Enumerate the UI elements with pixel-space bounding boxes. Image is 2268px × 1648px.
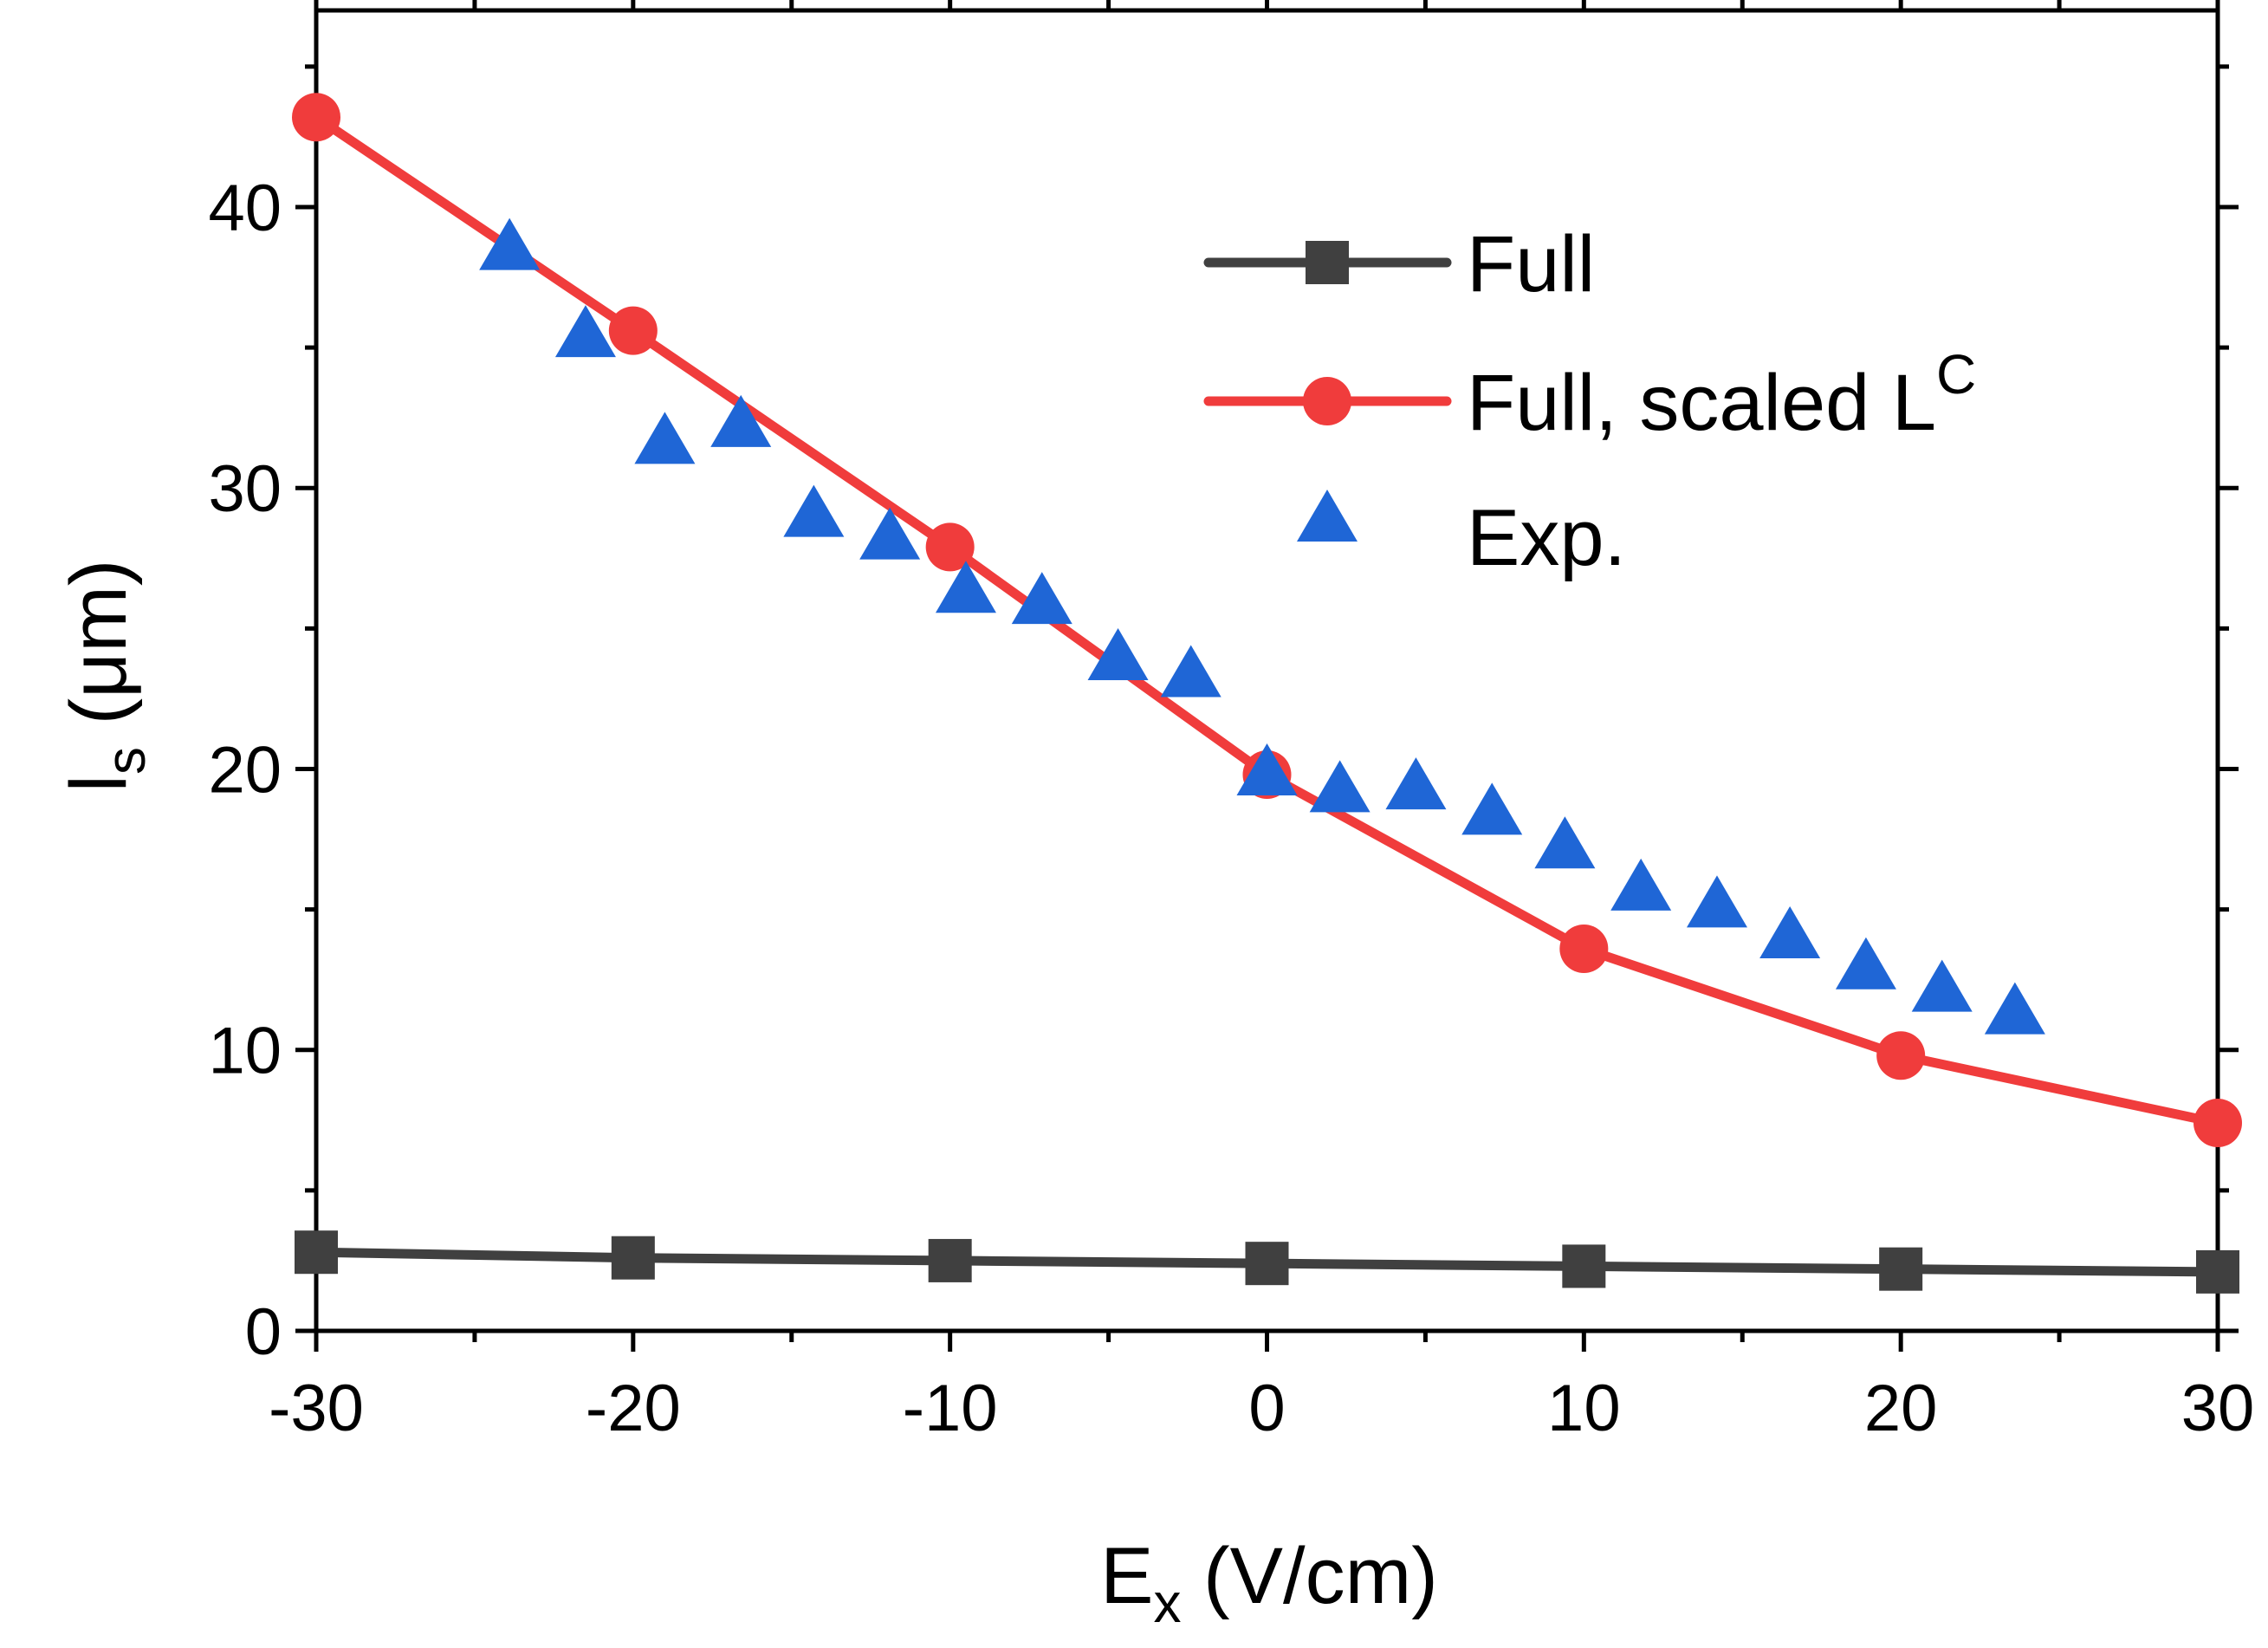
data-point-triangle (935, 561, 996, 613)
legend-marker-full-scaled (1303, 377, 1351, 425)
data-point-square (1245, 1242, 1289, 1286)
data-point-square (1562, 1244, 1606, 1288)
legend-marker-exp (1297, 490, 1358, 542)
data-point-triangle (1686, 875, 1747, 928)
data-point-square (295, 1230, 338, 1275)
data-point-circle (608, 306, 658, 355)
legend-label-full-scaled: Full, scaled LC (1467, 343, 1976, 447)
data-point-circle (1559, 925, 1609, 974)
x-tick-label: -30 (269, 1372, 364, 1445)
data-point-triangle (1911, 959, 1973, 1012)
legend-label-full: Full (1467, 220, 1595, 308)
plot-border (314, 8, 2220, 1333)
data-point-square (1879, 1247, 1923, 1291)
data-point-triangle (1160, 645, 1221, 697)
data-point-triangle (634, 412, 696, 464)
data-point-square (2196, 1249, 2239, 1294)
data-point-triangle (783, 484, 845, 537)
y-axis-label: ls (μm) (55, 560, 157, 793)
x-tick-label: -10 (903, 1372, 998, 1445)
y-tick-label: 10 (208, 1015, 282, 1088)
legend-entry-exp: Exp. (1297, 490, 1626, 582)
y-tick-label: 30 (208, 452, 282, 526)
data-point-triangle (1984, 982, 2045, 1035)
y-tick-label: 40 (208, 172, 282, 245)
legend-label-full-scaled-superscript: C (1936, 343, 1976, 406)
data-point-triangle (1309, 760, 1371, 813)
series-0 (295, 1230, 2239, 1294)
axis-ticks (295, 0, 2239, 1352)
data-point-square (611, 1236, 655, 1280)
y-axis-label-unit: (μm) (55, 560, 143, 747)
data-point-triangle (554, 305, 616, 358)
y-axis-label-main: l (55, 775, 143, 792)
data-point-triangle (1236, 743, 1298, 795)
legend-marker-full (1306, 241, 1349, 284)
x-axis-label-main: E (1100, 1532, 1153, 1620)
legend: Full Full, scaled LC Exp. (1203, 220, 1976, 582)
data-point-triangle (1835, 937, 1896, 989)
series-line (313, 113, 2219, 1128)
data-point-triangle (1461, 782, 1523, 835)
x-tick-label: 0 (1248, 1372, 1285, 1445)
data-point-triangle (1610, 858, 1672, 911)
y-tick-label: 0 (245, 1295, 282, 1369)
data-point-circle (2193, 1099, 2242, 1148)
y-axis-label-subscript: s (94, 747, 157, 775)
series-layer (292, 93, 2242, 1294)
x-tick-label: 20 (1864, 1372, 1938, 1445)
x-axis-label: Ex (V/cm) (1100, 1532, 1438, 1634)
legend-entry-full: Full (1203, 220, 1595, 308)
series-2 (479, 217, 2045, 1035)
data-point-circle (1876, 1031, 1926, 1080)
y-tick-label: 20 (208, 733, 282, 807)
data-point-triangle (1759, 906, 1821, 959)
x-tick-label: -20 (586, 1372, 681, 1445)
data-point-triangle (479, 217, 541, 270)
x-tick-label: 10 (1547, 1372, 1621, 1445)
data-point-circle (292, 93, 340, 142)
plot-frame (314, 8, 2220, 1333)
x-tick-label: 30 (2181, 1372, 2255, 1445)
x-axis-label-unit: (V/cm) (1181, 1532, 1437, 1620)
data-point-circle (925, 522, 975, 572)
data-point-square (928, 1238, 972, 1282)
data-point-triangle (1534, 816, 1596, 869)
data-point-triangle (710, 394, 772, 447)
tick-labels: -30 -20 -10 0 10 20 30 0 10 20 30 40 (208, 172, 2254, 1445)
data-point-triangle (859, 507, 921, 560)
legend-label-full-scaled-main: Full, scaled L (1467, 359, 1936, 447)
data-point-triangle (1087, 628, 1149, 681)
legend-label-exp: Exp. (1467, 494, 1626, 582)
legend-entry-full-scaled: Full, scaled LC (1203, 343, 1976, 447)
x-axis-label-subscript: x (1153, 1572, 1181, 1634)
data-point-triangle (1011, 572, 1072, 625)
data-point-triangle (1385, 757, 1447, 810)
